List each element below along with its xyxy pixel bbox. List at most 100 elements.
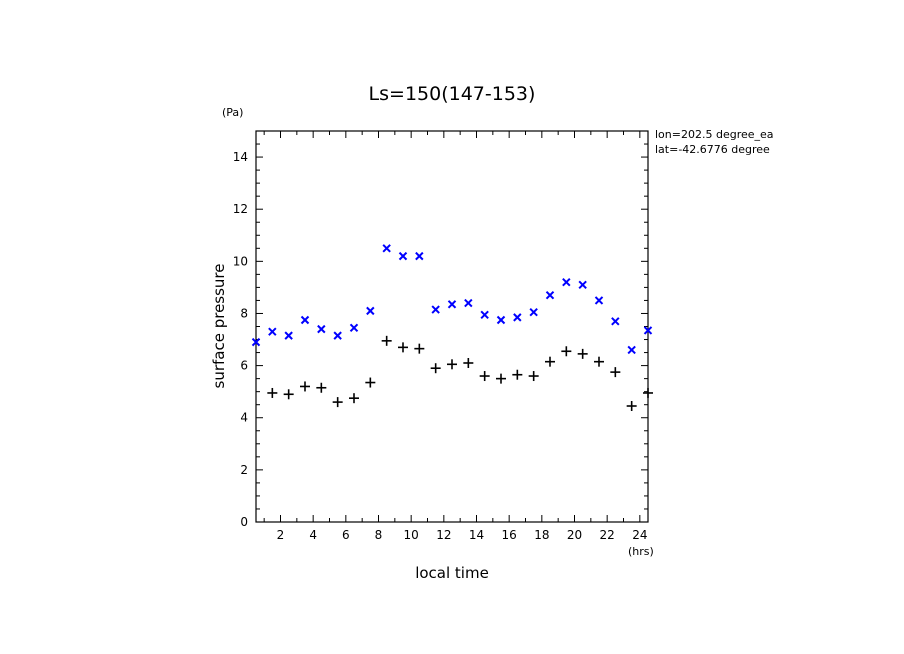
x-marker-point	[284, 331, 293, 340]
plus-marker-point	[643, 387, 653, 398]
x-marker-point	[643, 326, 653, 335]
plus-marker-point	[365, 377, 376, 388]
plus-marker-point	[283, 389, 294, 400]
x-marker-stroke	[447, 300, 457, 309]
x-marker-point	[333, 331, 342, 340]
x-marker-point	[415, 251, 424, 261]
x-marker-stroke	[431, 305, 440, 314]
y-tick-label: 2	[240, 463, 248, 477]
data-marks	[251, 244, 653, 412]
y-unit-label: (Pa)	[222, 106, 243, 119]
x-marker-point	[268, 327, 277, 336]
x-marker-point	[349, 323, 359, 333]
x-marker-point	[578, 280, 587, 290]
x-marker-point	[627, 345, 636, 355]
x-marker-stroke	[268, 327, 277, 336]
plus-marker-point	[577, 348, 588, 359]
x-marker-point	[480, 310, 489, 319]
plus-marker-point	[316, 382, 327, 393]
x-tick-label: 14	[469, 528, 484, 542]
x-marker-point	[513, 313, 522, 322]
x-marker-point	[431, 305, 440, 314]
plus-marker-point	[545, 356, 555, 367]
x-marker-point	[594, 296, 604, 305]
x-marker-stroke	[594, 296, 604, 305]
x-marker-point	[545, 291, 555, 300]
lon-annotation: lon=202.5 degree_ea	[655, 128, 774, 141]
y-tick-label: 0	[240, 515, 248, 529]
x-unit-label: (hrs)	[628, 545, 654, 558]
x-marker-stroke	[382, 244, 391, 253]
x-marker-stroke	[366, 306, 375, 316]
x-tick-label: 22	[600, 528, 615, 542]
plus-marker-point	[463, 357, 474, 368]
x-marker-stroke	[562, 277, 571, 287]
x-tick-label: 18	[534, 528, 549, 542]
plot-frame	[255, 130, 649, 523]
x-marker-stroke	[464, 298, 473, 308]
plus-marker-point	[414, 343, 425, 354]
y-tick-label: 10	[233, 254, 248, 268]
x-marker-stroke	[300, 315, 310, 325]
plus-marker-point	[610, 367, 621, 378]
x-tick-label: 2	[277, 528, 285, 542]
x-marker-point	[611, 317, 620, 326]
plus-marker-point	[512, 369, 523, 380]
x-marker-point	[366, 306, 375, 316]
x-marker-stroke	[529, 307, 538, 317]
x-marker-stroke	[513, 313, 522, 322]
x-marker-stroke	[284, 331, 293, 340]
y-tick-label: 8	[240, 306, 248, 320]
x-marker-point	[317, 324, 326, 334]
x-marker-stroke	[333, 331, 342, 340]
lat-annotation: lat=-42.6776 degree	[655, 143, 770, 156]
plus-marker-point	[398, 342, 408, 353]
x-marker-stroke	[415, 251, 424, 261]
x-marker-stroke	[611, 317, 620, 326]
x-marker-stroke	[496, 315, 506, 325]
plus-marker-point	[267, 387, 278, 398]
x-marker-stroke	[545, 291, 555, 300]
plus-marker-point	[381, 335, 392, 346]
x-axis-label: local time	[415, 564, 489, 582]
y-axis-label: surface pressure	[210, 264, 228, 389]
plus-marker-point	[496, 373, 506, 384]
plus-marker-point	[447, 359, 457, 370]
x-tick-label: 12	[436, 528, 451, 542]
x-marker-stroke	[643, 326, 653, 335]
x-tick-label: 8	[375, 528, 383, 542]
x-tick-label: 4	[309, 528, 317, 542]
x-marker-stroke	[398, 251, 408, 261]
x-tick-label: 20	[567, 528, 582, 542]
x-marker-point	[382, 244, 391, 253]
x-marker-point	[496, 315, 506, 325]
x-marker-point	[251, 337, 261, 347]
plus-marker-point	[479, 371, 490, 382]
x-marker-stroke	[317, 324, 326, 334]
x-marker-point	[398, 251, 408, 261]
y-tick-label: 12	[233, 202, 248, 216]
x-marker-stroke	[578, 280, 587, 290]
plus-marker-point	[332, 397, 343, 408]
x-marker-point	[529, 307, 538, 317]
plus-marker-point	[300, 381, 310, 392]
y-tick-label: 14	[233, 150, 248, 164]
plus-marker-point	[626, 401, 637, 412]
x-marker-point	[562, 277, 571, 287]
x-tick-label: 16	[502, 528, 517, 542]
x-marker-stroke	[627, 345, 636, 355]
x-marker-point	[300, 315, 310, 325]
y-tick-label: 4	[240, 411, 248, 425]
chart-title: Ls=150(147-153)	[369, 83, 536, 105]
plus-marker-point	[430, 363, 441, 374]
plus-marker-point	[528, 371, 539, 382]
x-marker-point	[447, 300, 457, 309]
x-marker-stroke	[349, 323, 359, 333]
x-tick-label: 10	[404, 528, 419, 542]
x-marker-stroke	[480, 310, 489, 319]
plus-marker-point	[349, 393, 359, 404]
x-marker-point	[464, 298, 473, 308]
x-tick-label: 6	[342, 528, 350, 542]
